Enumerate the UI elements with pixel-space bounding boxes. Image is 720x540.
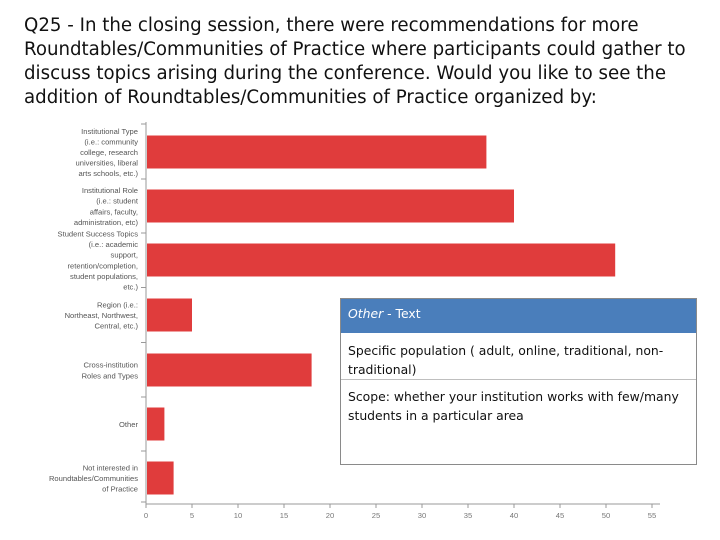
- x-tick-label: 35: [464, 511, 472, 520]
- bar: [147, 135, 487, 169]
- x-tick-label: 55: [648, 511, 656, 520]
- category-label-line: Region (i.e.:: [97, 300, 138, 309]
- question-text: Q25 - In the closing session, there were…: [24, 15, 686, 108]
- category-label-line: (i.e.: academic: [89, 240, 139, 249]
- category-label-line: administration, etc): [74, 218, 139, 227]
- x-tick-label: 10: [234, 511, 242, 520]
- x-tick-label: 40: [510, 511, 518, 520]
- category-label-line: Institutional Role: [82, 186, 138, 195]
- category-label-line: (i.e.: community: [84, 137, 138, 146]
- category-label: Student Success Topics (i.e.: academic sup…: [58, 230, 139, 292]
- other-table-header-suffix: - Text: [383, 306, 421, 321]
- category-label-line: Student Success Topics: [58, 230, 139, 239]
- bar: [147, 407, 165, 441]
- category-label-line: etc.): [123, 283, 138, 292]
- x-tick-label: 30: [418, 511, 426, 520]
- other-table-row: Specific population ( adult, online, tra…: [341, 334, 696, 380]
- category-label-line: Central, etc.): [95, 322, 139, 331]
- category-label-line: Institutional Type: [81, 127, 138, 136]
- category-label-line: Roles and Types: [82, 371, 139, 380]
- other-text-table: Other - Text Specific population ( adult…: [340, 298, 697, 465]
- other-table-row: Scope: whether your institution works wi…: [348, 389, 679, 423]
- category-label-line: universities, liberal: [76, 159, 139, 168]
- bar: [147, 461, 174, 495]
- bar: [147, 189, 514, 223]
- x-tick-label: 45: [556, 511, 564, 520]
- category-label: Other: [119, 420, 138, 429]
- x-tick-label: 20: [326, 511, 334, 520]
- category-label-line: retention/completion,: [68, 261, 139, 270]
- category-label: Cross-institution Roles and Types: [82, 361, 139, 381]
- category-label-line: (i.e.: student: [96, 197, 139, 206]
- category-label-line: of Practice: [102, 485, 138, 494]
- bar: [147, 243, 616, 277]
- bar: [147, 298, 192, 332]
- category-label-line: Not interested in: [83, 463, 138, 472]
- x-tick-label: 0: [144, 511, 148, 520]
- bar: [147, 353, 312, 387]
- category-label: Institutional Type (i.e.: community colleg…: [76, 127, 139, 178]
- category-label-line: Northeast, Northwest,: [65, 311, 138, 320]
- category-label-line: Other: [119, 420, 138, 429]
- category-label-line: Roundtables/Communities: [49, 474, 138, 483]
- category-label-line: affairs, faculty,: [90, 207, 138, 216]
- x-tick-label: 15: [280, 511, 288, 520]
- bar-chart: Institutional Type (i.e.: community colleg…: [49, 122, 660, 520]
- other-table-header-label: Other: [348, 306, 384, 321]
- category-label: Institutional Role (i.e.: student affairs,…: [74, 186, 139, 227]
- category-label-line: support,: [111, 251, 138, 260]
- other-table-header: Other - Text: [341, 299, 696, 334]
- category-label-line: arts schools, etc.): [78, 169, 138, 178]
- x-tick-label: 25: [372, 511, 380, 520]
- category-label-line: college, research: [80, 148, 138, 157]
- x-tick-label: 50: [602, 511, 610, 520]
- category-label: Not interested in Roundtables/Communities…: [49, 463, 138, 493]
- category-label-line: student populations,: [70, 272, 138, 281]
- category-label: Region (i.e.: Northeast, Northwest, Centra…: [65, 300, 139, 330]
- x-tick-label: 5: [190, 511, 194, 520]
- category-label-line: Cross-institution: [84, 361, 138, 370]
